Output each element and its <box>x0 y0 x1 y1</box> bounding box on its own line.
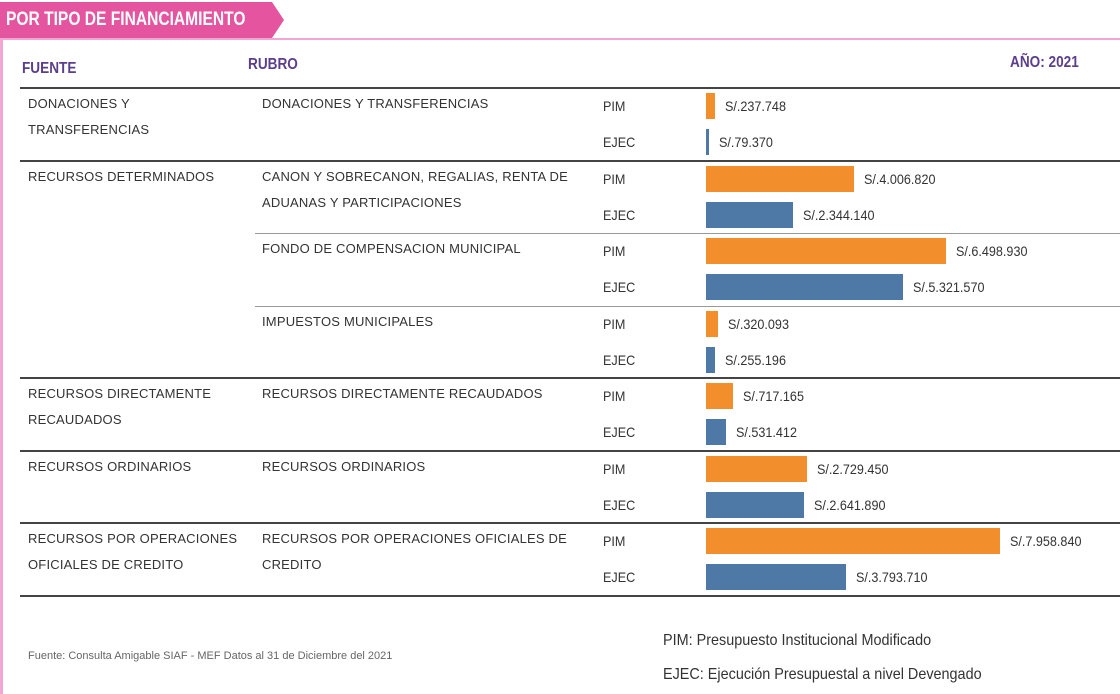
col-rubro: RUBRO <box>248 56 298 73</box>
fuente: RECURSOS POR OPERACIONES OFICIALES DE CR… <box>28 531 238 572</box>
legend-pim: PIM: Presupuesto Institucional Modificad… <box>663 632 932 649</box>
pim-value-label: S/.4.006.820 <box>864 170 936 187</box>
pim-value-label: S/.320.093 <box>727 315 789 332</box>
ejec-bar <box>706 274 903 300</box>
ejec-value-label: S/.3.793.710 <box>856 569 928 585</box>
rubro: DONACIONES Y TRANSFERENCIAS <box>262 96 489 111</box>
rubro: RECURSOS POR OPERACIONES OFICIALES DE CR… <box>262 531 568 572</box>
pim-label: PIM <box>603 533 626 549</box>
group-rule <box>20 377 1120 379</box>
pim-value-label: S/.237.748 <box>724 98 786 114</box>
ejec-value-label: S/.2.641.890 <box>813 496 886 513</box>
source: Fuente: Consulta Amigable SIAF - MEF Dat… <box>28 650 393 662</box>
col-fuente: FUENTE <box>22 60 77 77</box>
group-rule <box>20 449 1120 452</box>
ejec-value-label: S/.79.370 <box>718 134 773 150</box>
rubro: IMPUESTOS MUNICIPALES <box>262 313 434 329</box>
ejec-bar <box>706 419 726 445</box>
group-rule <box>20 159 1120 162</box>
ejec-value-label: S/.2.344.140 <box>802 206 875 223</box>
fuente: RECURSOS ORDINARIOS <box>28 458 192 474</box>
legend-ejec: EJEC: Ejecución Presupuestal a nivel Dev… <box>663 666 982 683</box>
title-rule <box>0 38 1120 40</box>
ejec-label: EJEC <box>603 496 636 513</box>
title: POR TIPO DE FINANCIAMIENTO <box>6 9 246 30</box>
fuente: RECURSOS DETERMINADOS <box>28 168 215 184</box>
ejec-value-label: S/.531.412 <box>735 424 797 440</box>
group-rule <box>20 522 1120 524</box>
ejec-label: EJEC <box>603 569 636 585</box>
pim-value-label: S/.2.729.450 <box>816 460 889 477</box>
fuente: DONACIONES Y TRANSFERENCIAS <box>28 96 150 137</box>
pim-bar <box>706 383 733 409</box>
ejec-value-label: S/.5.321.570 <box>912 279 985 295</box>
pim-label: PIM <box>603 170 626 187</box>
side-border <box>0 38 3 694</box>
pim-label: PIM <box>603 315 626 332</box>
header-rule <box>20 87 1120 89</box>
pim-bar <box>706 455 807 482</box>
ejec-label: EJEC <box>603 351 636 368</box>
pim-bar <box>706 93 715 119</box>
rubro: CANON Y SOBRECANON, REGALIAS, RENTA DE A… <box>262 168 568 210</box>
pim-label: PIM <box>603 388 626 404</box>
ejec-label: EJEC <box>603 134 636 150</box>
ejec-value-label: S/.255.196 <box>725 351 787 368</box>
group-rule <box>20 594 1120 597</box>
ejec-label: EJEC <box>603 206 636 223</box>
ejec-bar <box>706 564 847 590</box>
pim-bar <box>706 165 855 192</box>
pim-value-label: S/.6.498.930 <box>956 243 1028 259</box>
fuente: RECURSOS DIRECTAMENTE RECAUDADOS <box>28 386 212 427</box>
ejec-bar <box>706 201 793 228</box>
ejec-label: EJEC <box>603 424 636 440</box>
pim-label: PIM <box>603 243 626 259</box>
ejec-bar <box>706 129 709 155</box>
ejec-label: EJEC <box>603 279 636 295</box>
pim-value-label: S/.717.165 <box>742 388 804 404</box>
rubro: RECURSOS DIRECTAMENTE RECAUDADOS <box>262 386 543 401</box>
rubro: FONDO DE COMPENSACION MUNICIPAL <box>262 241 521 256</box>
pim-label: PIM <box>603 98 626 114</box>
title-tab <box>0 2 284 38</box>
pim-bar <box>706 238 947 264</box>
year: AÑO: 2021 <box>1010 54 1079 71</box>
ejec-bar <box>706 346 716 373</box>
pim-bar <box>706 310 718 337</box>
rubro-rule <box>255 233 1120 234</box>
title-shape <box>0 2 284 38</box>
pim-value-label: S/.7.958.840 <box>1010 533 1082 549</box>
pim-label: PIM <box>603 460 626 477</box>
rubro: RECURSOS ORDINARIOS <box>262 458 426 474</box>
rubro-rule <box>255 305 1120 307</box>
pim-bar <box>706 528 1001 554</box>
ejec-bar <box>706 491 804 518</box>
